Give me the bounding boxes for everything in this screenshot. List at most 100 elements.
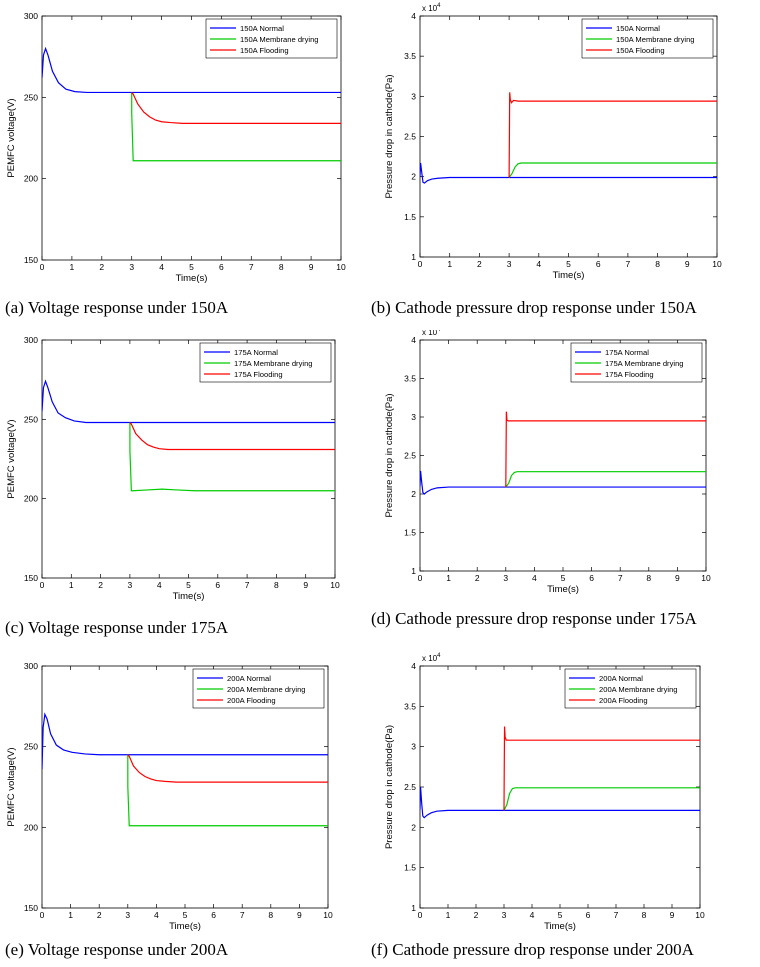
y-tick-label: 150 xyxy=(24,255,38,265)
x-tick-label: 5 xyxy=(186,580,191,590)
x-tick-label: 4 xyxy=(157,580,162,590)
caption-f: (f) Cathode pressure drop response under… xyxy=(371,940,694,959)
panel-c: 0 1 2 3 4 5 6 7 8 9 10 150 200 250 300 Time(s) PEMFC vol… xyxy=(0,330,380,620)
x-tick-label: 1 xyxy=(447,259,452,269)
x-tick-label: 3 xyxy=(128,580,133,590)
x-tick-label: 3 xyxy=(507,259,512,269)
x-tick-label: 1 xyxy=(68,910,73,920)
series-line-2 xyxy=(505,471,706,488)
x-tick-label: 4 xyxy=(536,259,541,269)
x-tick-label: 0 xyxy=(418,259,423,269)
y-tick-label: 2 xyxy=(411,822,416,832)
series-line-2 xyxy=(503,787,700,811)
series-line-2 xyxy=(508,162,717,178)
x-tick-label: 5 xyxy=(189,262,194,272)
panel-a: 0 1 2 3 4 5 6 7 8 9 10 150 200 250 300 Time(s) PEMFC vol… xyxy=(0,0,380,290)
x-tick-label: 7 xyxy=(240,910,245,920)
legend-entry: 150A Flooding xyxy=(616,46,665,55)
y-tick-label: 1 xyxy=(411,566,416,576)
series-line-1 xyxy=(420,162,717,184)
x-tick-label: 3 xyxy=(503,573,508,583)
x-tick-label: 2 xyxy=(98,580,103,590)
x-axis-label: Time(s) xyxy=(544,921,576,932)
caption-a: (a) Voltage response under 150A xyxy=(5,298,229,317)
x-tick-label: 0 xyxy=(418,910,423,920)
legend-entry: 200A Normal xyxy=(599,674,643,683)
x-tick-label: 10 xyxy=(712,259,722,269)
x-tick-label: 0 xyxy=(40,262,45,272)
x-tick-label: 1 xyxy=(446,573,451,583)
series-line-1 xyxy=(420,786,700,819)
panel-e: 0 1 2 3 4 5 6 7 8 9 10 150 200 250 300 Time(s) PEMFC vol… xyxy=(0,650,380,940)
y-axis-label: Pressure drop in cathode(Pa) xyxy=(384,393,395,517)
x-tick-label: 4 xyxy=(530,910,535,920)
series-line-2 xyxy=(127,754,328,827)
y-tick-label: 150 xyxy=(24,903,38,913)
x-tick-label: 10 xyxy=(323,910,333,920)
series-line-1 xyxy=(420,470,706,495)
legend-entry: 175A Membrane drying xyxy=(605,359,684,368)
x-tick-label: 7 xyxy=(626,259,631,269)
legend-entry: 175A Normal xyxy=(605,348,649,357)
x-tick-label: 1 xyxy=(70,262,75,272)
legend-entry: 175A Flooding xyxy=(605,370,654,379)
legend-entry: 200A Flooding xyxy=(599,696,648,705)
x-tick-label: 0 xyxy=(40,580,45,590)
x-tick-label: 9 xyxy=(670,910,675,920)
y-axis-label: Pressure drop in cathode(Pa) xyxy=(384,74,395,198)
caption-b: (b) Cathode pressure drop response under… xyxy=(371,298,697,317)
series-line-3 xyxy=(131,92,341,124)
y-axis-label: PEMFC voltage(V) xyxy=(6,419,17,498)
series-line-1 xyxy=(42,712,328,770)
y-tick-label: 3.5 xyxy=(404,701,416,711)
x-tick-label: 10 xyxy=(336,262,346,272)
x-tick-label: 2 xyxy=(474,910,479,920)
x-tick-label: 9 xyxy=(309,262,314,272)
x-tick-label: 3 xyxy=(502,910,507,920)
x-tick-label: 2 xyxy=(97,910,102,920)
x-tick-label: 5 xyxy=(561,573,566,583)
y-tick-label: 4 xyxy=(411,11,416,21)
y-tick-label: 1.5 xyxy=(404,212,416,222)
series-line-3 xyxy=(503,726,700,811)
x-tick-label: 7 xyxy=(614,910,619,920)
x-tick-label: 9 xyxy=(297,910,302,920)
x-tick-label: 8 xyxy=(646,573,651,583)
x-tick-label: 10 xyxy=(330,580,340,590)
x-tick-label: 4 xyxy=(154,910,159,920)
x-axis-label: Time(s) xyxy=(547,584,579,595)
x-tick-label: 5 xyxy=(183,910,188,920)
x-tick-label: 2 xyxy=(99,262,104,272)
legend-entry: 175A Normal xyxy=(234,348,278,357)
x-tick-label: 6 xyxy=(586,910,591,920)
series-line-3 xyxy=(505,411,706,488)
legend-entry: 150A Normal xyxy=(616,24,660,33)
legend-entry: 150A Flooding xyxy=(240,46,289,55)
x-axis-label: Time(s) xyxy=(553,270,585,281)
x-tick-label: 9 xyxy=(685,259,690,269)
x-tick-label: 5 xyxy=(558,910,563,920)
x-tick-label: 6 xyxy=(215,580,220,590)
x-tick-label: 8 xyxy=(642,910,647,920)
y-tick-label: 2.5 xyxy=(404,782,416,792)
x-tick-label: 4 xyxy=(532,573,537,583)
x-tick-label: 3 xyxy=(125,910,130,920)
series-line-3 xyxy=(129,422,335,451)
y-tick-label: 200 xyxy=(24,822,38,832)
legend-entry: 150A Membrane drying xyxy=(616,35,695,44)
y-tick-label: 200 xyxy=(24,174,38,184)
y-tick-label: 150 xyxy=(24,573,38,583)
x-tick-label: 0 xyxy=(40,910,45,920)
legend-entry: 175A Membrane drying xyxy=(234,359,313,368)
y-tick-label: 1.5 xyxy=(404,863,416,873)
y-tick-label: 2 xyxy=(411,172,416,182)
y-tick-label: 250 xyxy=(24,742,38,752)
y-tick-label: 2 xyxy=(411,489,416,499)
x-tick-label: 1 xyxy=(446,910,451,920)
x-tick-label: 1 xyxy=(69,580,74,590)
legend-entry: 200A Flooding xyxy=(227,696,276,705)
x-tick-label: 9 xyxy=(303,580,308,590)
x-tick-label: 4 xyxy=(159,262,164,272)
